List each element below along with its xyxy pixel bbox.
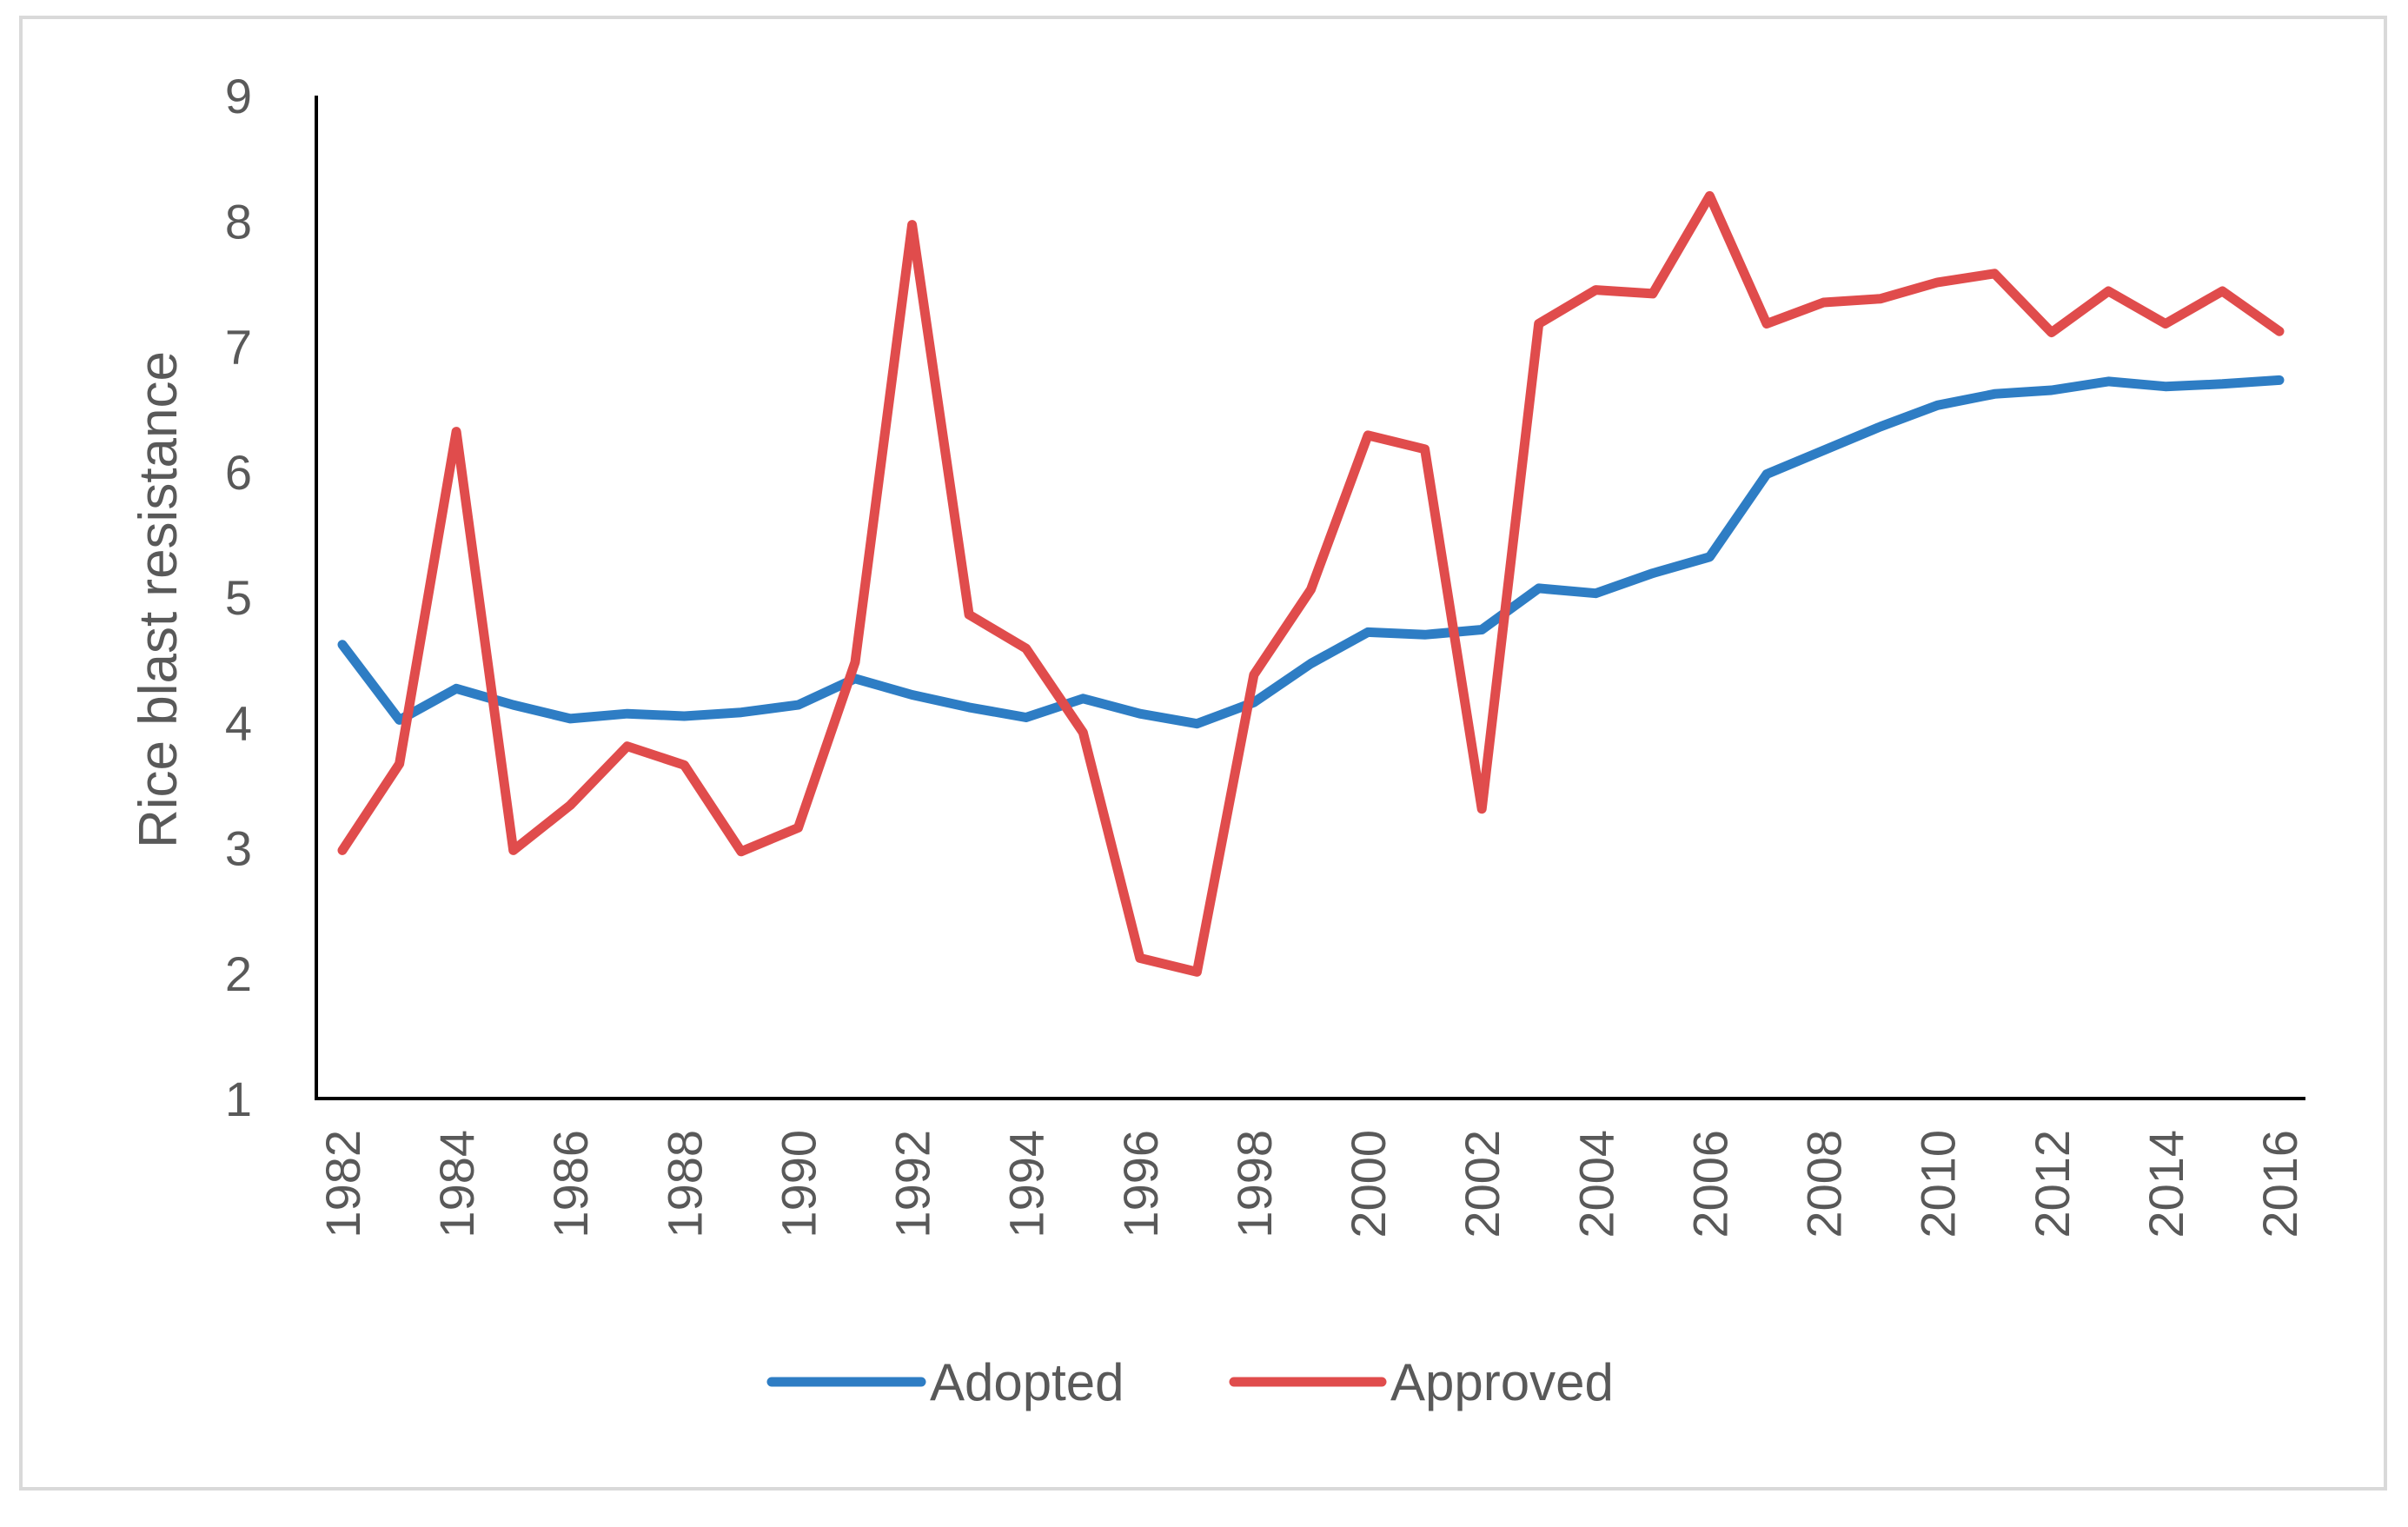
series-layer [337, 190, 2285, 977]
x-tick-label-2006: 2006 [1682, 1130, 1737, 1238]
x-tick-label-2012: 2012 [2025, 1130, 2080, 1238]
x-tick-label-2014: 2014 [2139, 1130, 2193, 1238]
x-tick-label-1988: 1988 [657, 1130, 712, 1238]
x-tick-label-2002: 2002 [1455, 1130, 1509, 1238]
series-line-approved [337, 190, 2285, 977]
y-tick-label-9: 9 [225, 69, 252, 123]
legend: Adopted Approved [766, 1353, 1614, 1411]
x-tick-label-1986: 1986 [543, 1130, 598, 1238]
y-tick-label-7: 7 [225, 320, 252, 375]
x-tick-label-1998: 1998 [1227, 1130, 1282, 1238]
x-tick-label-1990: 1990 [771, 1130, 826, 1238]
x-tick-labels: 1982 1984 1986 1988 1990 1992 1994 1996 1998 2000… [315, 1130, 2307, 1238]
x-tick-label-1994: 1994 [999, 1130, 1054, 1238]
x-tick-label-1982: 1982 [315, 1130, 370, 1238]
y-tick-label-8: 8 [225, 194, 252, 249]
chart-frame [19, 16, 2387, 1490]
y-axis-title: Rice blast resistance [129, 351, 189, 848]
y-tick-label-1: 1 [225, 1072, 252, 1126]
y-tick-label-2: 2 [225, 946, 252, 1001]
x-tick-label-1984: 1984 [429, 1130, 484, 1238]
y-tick-labels: 1 2 3 4 5 6 7 8 9 [225, 69, 252, 1126]
series-line-adopted [337, 375, 2285, 729]
x-tick-label-2010: 2010 [1911, 1130, 1966, 1238]
x-tick-label-2004: 2004 [1569, 1130, 1623, 1238]
legend-label-approved: Approved [1390, 1353, 1614, 1411]
y-tick-label-3: 3 [225, 821, 252, 876]
x-tick-label-2000: 2000 [1341, 1130, 1396, 1238]
x-tick-label-1996: 1996 [1113, 1130, 1168, 1238]
x-tick-label-2008: 2008 [1797, 1130, 1852, 1238]
y-tick-label-4: 4 [225, 695, 252, 750]
x-tick-label-2016: 2016 [2252, 1130, 2307, 1238]
x-tick-label-1992: 1992 [886, 1130, 940, 1238]
legend-label-adopted: Adopted [930, 1353, 1124, 1411]
y-tick-label-5: 5 [225, 570, 252, 625]
y-tick-label-6: 6 [225, 445, 252, 500]
